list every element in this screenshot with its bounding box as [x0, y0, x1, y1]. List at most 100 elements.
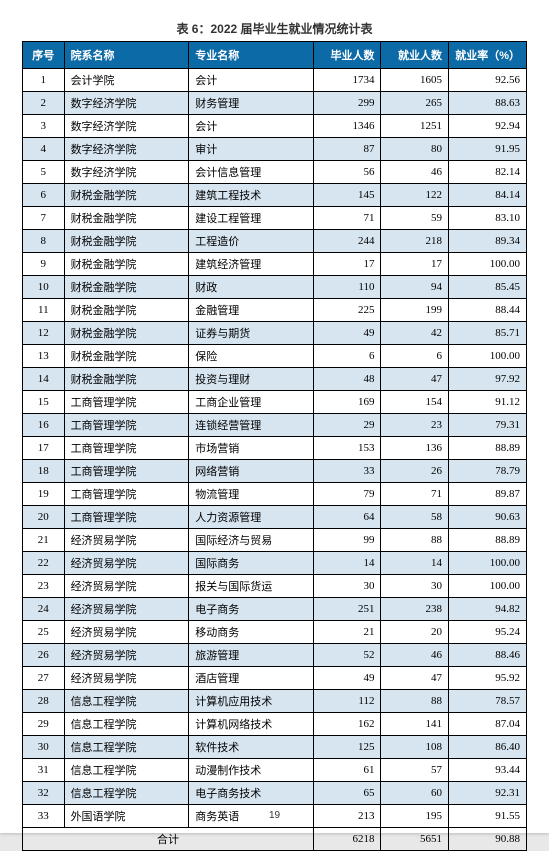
cell-dept: 数字经济学院	[64, 161, 189, 184]
table-row: 5数字经济学院会计信息管理564682.14	[23, 161, 527, 184]
cell-dept: 工商管理学院	[64, 414, 189, 437]
cell-dept: 经济贸易学院	[64, 598, 189, 621]
cell-rate: 93.44	[449, 759, 527, 782]
table-header: 序号 院系名称 专业名称 毕业人数 就业人数 就业率（%）	[23, 42, 527, 69]
cell-emp: 1251	[381, 115, 449, 138]
cell-dept: 财税金融学院	[64, 253, 189, 276]
cell-dept: 工商管理学院	[64, 391, 189, 414]
cell-dept: 财税金融学院	[64, 299, 189, 322]
cell-emp: 265	[381, 92, 449, 115]
table-row: 11财税金融学院金融管理22519988.44	[23, 299, 527, 322]
cell-major: 工商企业管理	[189, 391, 314, 414]
table-row: 3数字经济学院会计1346125192.94	[23, 115, 527, 138]
cell-major: 物流管理	[189, 483, 314, 506]
table-total-row: 合计6218565190.88	[23, 828, 527, 851]
cell-grad: 110	[313, 276, 381, 299]
cell-rate: 84.14	[449, 184, 527, 207]
cell-dept: 财税金融学院	[64, 276, 189, 299]
cell-idx: 2	[23, 92, 65, 115]
cell-emp: 154	[381, 391, 449, 414]
cell-dept: 信息工程学院	[64, 759, 189, 782]
cell-grad: 244	[313, 230, 381, 253]
cell-idx: 14	[23, 368, 65, 391]
cell-major: 证券与期货	[189, 322, 314, 345]
cell-emp: 26	[381, 460, 449, 483]
cell-idx: 8	[23, 230, 65, 253]
cell-major: 移动商务	[189, 621, 314, 644]
cell-emp: 6	[381, 345, 449, 368]
col-header-dept: 院系名称	[64, 42, 189, 69]
cell-grad: 1346	[313, 115, 381, 138]
cell-idx: 9	[23, 253, 65, 276]
cell-dept: 工商管理学院	[64, 437, 189, 460]
table-row: 1会计学院会计1734160592.56	[23, 69, 527, 92]
table-row: 29信息工程学院计算机网络技术16214187.04	[23, 713, 527, 736]
cell-grad: 49	[313, 667, 381, 690]
cell-major: 酒店管理	[189, 667, 314, 690]
cell-rate: 88.44	[449, 299, 527, 322]
employment-stats-table: 序号 院系名称 专业名称 毕业人数 就业人数 就业率（%） 1会计学院会计173…	[22, 41, 527, 851]
cell-idx: 20	[23, 506, 65, 529]
cell-dept: 经济贸易学院	[64, 644, 189, 667]
cell-rate: 100.00	[449, 253, 527, 276]
cell-emp: 23	[381, 414, 449, 437]
cell-emp: 47	[381, 368, 449, 391]
cell-grad: 225	[313, 299, 381, 322]
cell-emp: 17	[381, 253, 449, 276]
cell-rate: 100.00	[449, 575, 527, 598]
cell-rate: 100.00	[449, 345, 527, 368]
cell-idx: 10	[23, 276, 65, 299]
cell-rate: 88.46	[449, 644, 527, 667]
cell-rate: 89.34	[449, 230, 527, 253]
cell-dept: 经济贸易学院	[64, 529, 189, 552]
table-row: 24经济贸易学院电子商务25123894.82	[23, 598, 527, 621]
cell-idx: 16	[23, 414, 65, 437]
table-row: 26经济贸易学院旅游管理524688.46	[23, 644, 527, 667]
table-row: 4数字经济学院审计878091.95	[23, 138, 527, 161]
cell-idx: 21	[23, 529, 65, 552]
cell-dept: 信息工程学院	[64, 690, 189, 713]
cell-rate: 90.63	[449, 506, 527, 529]
table-row: 32信息工程学院电子商务技术656092.31	[23, 782, 527, 805]
cell-emp: 122	[381, 184, 449, 207]
cell-dept: 经济贸易学院	[64, 667, 189, 690]
cell-rate: 79.31	[449, 414, 527, 437]
cell-rate: 85.71	[449, 322, 527, 345]
table-row: 27经济贸易学院酒店管理494795.92	[23, 667, 527, 690]
cell-idx: 30	[23, 736, 65, 759]
cell-emp: 42	[381, 322, 449, 345]
cell-grad: 87	[313, 138, 381, 161]
cell-major: 国际商务	[189, 552, 314, 575]
cell-dept: 财税金融学院	[64, 368, 189, 391]
cell-dept: 经济贸易学院	[64, 621, 189, 644]
cell-idx: 28	[23, 690, 65, 713]
cell-grad: 30	[313, 575, 381, 598]
cell-grad: 61	[313, 759, 381, 782]
total-rate: 90.88	[449, 828, 527, 851]
cell-emp: 88	[381, 690, 449, 713]
cell-idx: 24	[23, 598, 65, 621]
cell-grad: 21	[313, 621, 381, 644]
cell-emp: 59	[381, 207, 449, 230]
table-caption: 表 6：2022 届毕业生就业情况统计表	[22, 20, 527, 37]
cell-emp: 218	[381, 230, 449, 253]
cell-grad: 145	[313, 184, 381, 207]
cell-grad: 14	[313, 552, 381, 575]
table-row: 13财税金融学院保险66100.00	[23, 345, 527, 368]
cell-grad: 64	[313, 506, 381, 529]
cell-rate: 88.89	[449, 529, 527, 552]
col-header-idx: 序号	[23, 42, 65, 69]
table-row: 7财税金融学院建设工程管理715983.10	[23, 207, 527, 230]
cell-dept: 财税金融学院	[64, 207, 189, 230]
cell-idx: 26	[23, 644, 65, 667]
cell-dept: 财税金融学院	[64, 184, 189, 207]
cell-emp: 47	[381, 667, 449, 690]
table-row: 31信息工程学院动漫制作技术615793.44	[23, 759, 527, 782]
cell-major: 会计	[189, 69, 314, 92]
cell-grad: 162	[313, 713, 381, 736]
cell-grad: 48	[313, 368, 381, 391]
table-row: 18工商管理学院网络营销332678.79	[23, 460, 527, 483]
cell-rate: 92.31	[449, 782, 527, 805]
table-row: 25经济贸易学院移动商务212095.24	[23, 621, 527, 644]
cell-rate: 88.89	[449, 437, 527, 460]
